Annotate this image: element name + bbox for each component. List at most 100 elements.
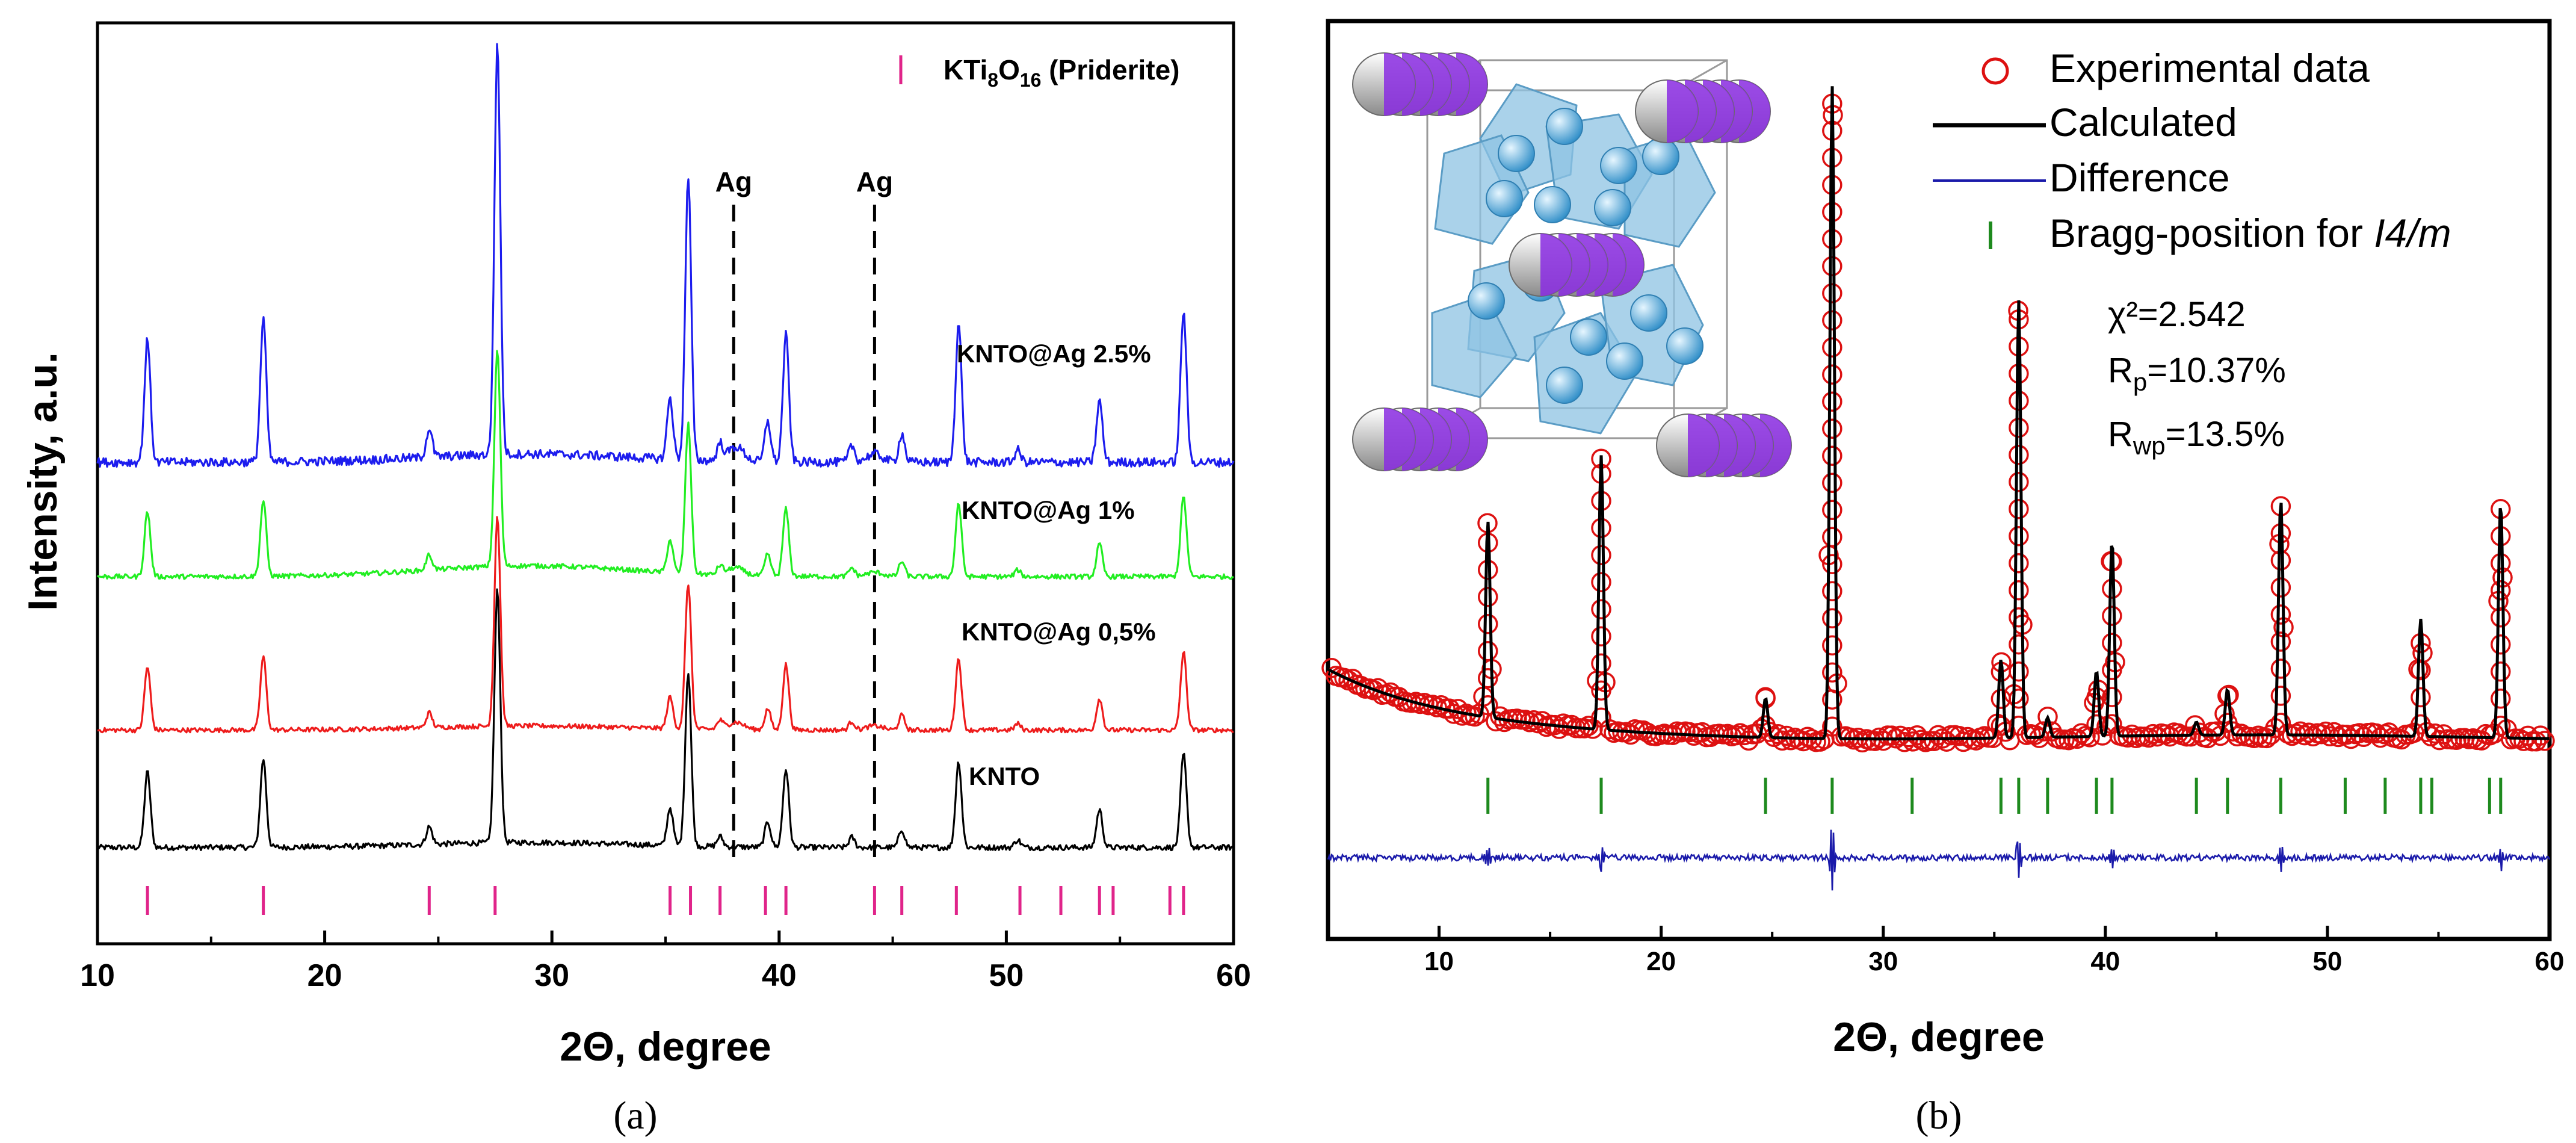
- legend-difference-label: Difference: [2049, 155, 2230, 200]
- x-tick-label-60: 60: [2535, 947, 2565, 976]
- experimental-point: [2299, 722, 2319, 743]
- experimental-point: [1591, 545, 1611, 565]
- experimental-point: [1822, 418, 1842, 439]
- experimental-point: [2270, 713, 2291, 733]
- experimental-point: [2009, 715, 2029, 736]
- legend-experimental-label: Experimental data: [2049, 46, 2370, 90]
- experimental-point: [1477, 586, 1498, 607]
- experimental-point: [2037, 706, 2058, 727]
- legend-calculated-label: Calculated: [2049, 100, 2237, 144]
- experimental-point: [2117, 727, 2138, 748]
- panel-b-x-axis-label: 2Θ, degree: [1833, 1014, 2045, 1060]
- experimental-point: [2102, 687, 2122, 707]
- experimental-point: [1591, 653, 1611, 674]
- experimental-point: [1591, 518, 1611, 538]
- ti-atom: [1570, 318, 1607, 356]
- experimental-point: [2270, 658, 2291, 679]
- panel-a-reference-ticks: [146, 886, 1185, 915]
- x-tick-label-50: 50: [2312, 947, 2342, 976]
- panel-a-caption: (a): [613, 1094, 657, 1138]
- experimental-point: [2009, 417, 2029, 438]
- x-tick-label-40: 40: [2090, 947, 2120, 976]
- x-tick-label-20: 20: [307, 958, 342, 993]
- experimental-point: [2270, 686, 2291, 706]
- panel-b-bragg-ticks: [1486, 778, 2503, 814]
- x-tick-label-30: 30: [534, 958, 569, 993]
- label-knto-ag-1: KNTO@Ag 1%: [962, 496, 1135, 524]
- experimental-point: [2429, 729, 2450, 751]
- experimental-point: [2009, 525, 2029, 547]
- experimental-point: [2349, 723, 2370, 743]
- experimental-point: [1477, 613, 1498, 634]
- experimental-point: [2217, 686, 2238, 706]
- experimental-point: [1822, 229, 1842, 249]
- experimental-point: [1334, 668, 1354, 689]
- experimental-point: [2526, 731, 2547, 752]
- potassium-atom-shade: [1667, 80, 1698, 143]
- experimental-point: [1717, 723, 1738, 745]
- experimental-point: [2324, 722, 2344, 743]
- experimental-point: [2491, 607, 2511, 628]
- ti-atom: [1468, 282, 1505, 320]
- panel-a-x-ticks: 10 20 30 40 50 60: [80, 931, 1251, 993]
- experimental-point: [1591, 707, 1611, 728]
- experimental-point: [1822, 337, 1842, 358]
- experimental-point: [1591, 626, 1611, 646]
- ti-atom: [1642, 138, 1679, 175]
- potassium-atom-shade: [1540, 234, 1572, 296]
- ti-atom: [1630, 294, 1667, 332]
- experimental-point: [2270, 577, 2291, 598]
- experimental-point: [1882, 725, 1902, 746]
- experimental-point: [2009, 661, 2029, 682]
- experimental-point: [2009, 553, 2029, 574]
- potassium-atom-shade: [1384, 408, 1415, 471]
- experimental-point: [1465, 706, 1485, 727]
- ti-atom: [1546, 108, 1583, 145]
- ti-atoms: [1468, 108, 1703, 404]
- experimental-point: [2009, 471, 2029, 492]
- experimental-point: [2491, 634, 2511, 655]
- experimental-point: [2491, 580, 2511, 601]
- experimental-point: [2491, 689, 2511, 709]
- experimental-point: [2491, 661, 2511, 682]
- ag-label-1: Ag: [715, 166, 752, 197]
- panel-b-legend: Experimental data Calculated Difference …: [1933, 46, 2451, 255]
- panel-b-difference-line: [1327, 829, 2551, 891]
- experimental-point: [2270, 631, 2291, 652]
- crystal-structure-inset: [1352, 52, 1792, 477]
- experimental-point: [2217, 713, 2238, 733]
- experimental-point: [2086, 687, 2107, 708]
- experimental-point: [1755, 715, 1776, 736]
- priderite-legend-label: KTi8O16 (Priderite): [944, 54, 1180, 91]
- experimental-point: [2491, 716, 2511, 736]
- x-tick-label-10: 10: [1424, 947, 1454, 976]
- ti-atom: [1606, 342, 1643, 380]
- experimental-point: [1822, 391, 1842, 412]
- experimental-point: [2102, 633, 2122, 653]
- x-tick-label-50: 50: [989, 958, 1024, 993]
- panel-a-series: [96, 43, 1235, 852]
- x-tick-label-10: 10: [80, 958, 115, 993]
- label-knto-ag-0-5: KNTO@Ag 0,5%: [962, 618, 1156, 646]
- experimental-point: [1822, 527, 1842, 547]
- experimental-point: [2534, 731, 2555, 751]
- experimental-point: [1822, 445, 1842, 466]
- ti-atom: [1666, 327, 1703, 365]
- x-tick-label-20: 20: [1646, 947, 1676, 976]
- r-wp-value: Rwp=13.5%: [2108, 415, 2285, 460]
- ag-label-2: Ag: [856, 166, 893, 197]
- experimental-point: [1822, 283, 1842, 303]
- ti-atom: [1486, 180, 1523, 217]
- panel-a-y-axis-label: Intensity, a.u.: [20, 352, 66, 610]
- experimental-point: [2009, 498, 2029, 519]
- experimental-point: [2102, 606, 2122, 626]
- experimental-point: [1793, 731, 1814, 752]
- experimental-point: [2411, 687, 2431, 708]
- experimental-point: [2009, 634, 2029, 655]
- ti-atom: [1546, 367, 1583, 404]
- experimental-point: [2009, 444, 2029, 465]
- ti-atom: [1498, 135, 1535, 172]
- experimental-point: [1822, 256, 1842, 276]
- experimental-point: [1822, 500, 1842, 520]
- experimental-point: [2102, 714, 2122, 734]
